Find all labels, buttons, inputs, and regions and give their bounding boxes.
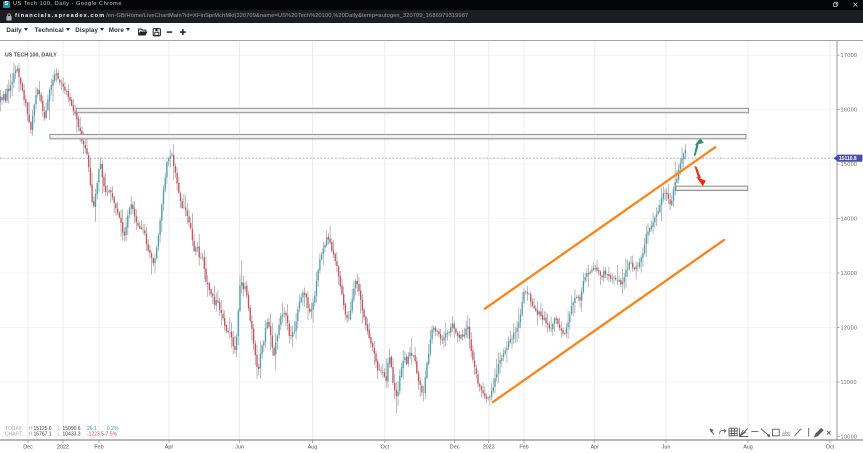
svg-text:2022: 2022 <box>57 445 69 451</box>
svg-text:TODAY:: TODAY: <box>5 426 23 432</box>
svg-text:Jun: Jun <box>662 445 671 451</box>
svg-text:L:: L: <box>58 426 62 432</box>
svg-text:0.2%: 0.2% <box>107 426 119 432</box>
svg-text:Dec: Dec <box>23 445 33 451</box>
svg-text:15000: 15000 <box>841 162 858 168</box>
svg-text:15125.6: 15125.6 <box>34 426 52 432</box>
svg-text:16000: 16000 <box>841 108 858 114</box>
svg-text:L:: L: <box>58 431 62 437</box>
svg-text:12000: 12000 <box>841 325 858 331</box>
svg-text:15090.6: 15090.6 <box>63 426 81 432</box>
svg-text:14000: 14000 <box>841 217 858 223</box>
svg-text:Apr: Apr <box>165 445 174 451</box>
svg-text:H:: H: <box>29 431 34 437</box>
svg-text:CHART:: CHART: <box>5 431 23 437</box>
svg-text:Jun: Jun <box>235 445 244 451</box>
svg-text:Abc: Abc <box>782 430 791 435</box>
svg-text:Dec: Dec <box>450 445 460 451</box>
svg-text:16767.1: 16767.1 <box>34 431 52 437</box>
svg-text:Oct: Oct <box>381 445 390 451</box>
svg-text:-7.5%: -7.5% <box>104 431 118 437</box>
svg-text:13000: 13000 <box>841 271 858 277</box>
svg-text:17000: 17000 <box>841 53 858 59</box>
svg-text:Apr: Apr <box>591 445 600 451</box>
svg-text:-1223.5: -1223.5 <box>87 431 104 437</box>
svg-text:Feb: Feb <box>94 445 103 451</box>
svg-text:15110.8: 15110.8 <box>839 156 857 162</box>
svg-text:2023: 2023 <box>483 445 495 451</box>
svg-text:Aug: Aug <box>308 445 318 451</box>
svg-text:26.1: 26.1 <box>87 426 97 432</box>
svg-text:10000: 10000 <box>841 434 858 440</box>
svg-text:Oct: Oct <box>826 445 835 451</box>
svg-text:11000: 11000 <box>841 380 857 386</box>
svg-text:H:: H: <box>29 426 34 432</box>
svg-text:Feb: Feb <box>519 445 528 451</box>
svg-text:US TECH 100, DAILY: US TECH 100, DAILY <box>5 53 57 59</box>
svg-text:Aug: Aug <box>743 445 753 451</box>
svg-text:10433.3: 10433.3 <box>63 431 81 437</box>
